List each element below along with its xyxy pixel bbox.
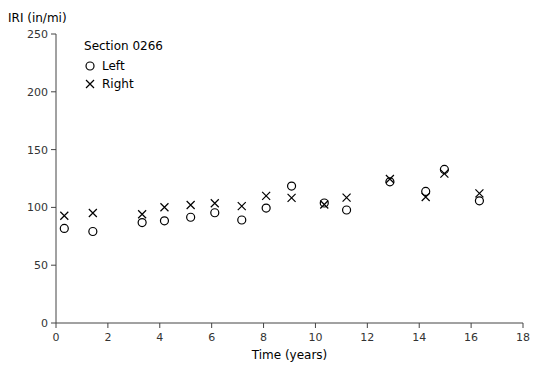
point	[138, 219, 146, 227]
point	[160, 217, 168, 225]
y-tick	[51, 34, 56, 35]
point	[89, 209, 97, 217]
point	[262, 204, 270, 212]
y-tick-label: 150	[27, 144, 48, 157]
point	[320, 199, 328, 207]
y-tick-label: 0	[41, 317, 48, 330]
point	[320, 201, 328, 209]
x-tick-label: 8	[260, 331, 267, 344]
point	[60, 224, 68, 232]
x-axis-line	[56, 323, 523, 324]
point	[187, 213, 195, 221]
legend-label: Left	[102, 59, 125, 73]
x-tick	[315, 323, 316, 328]
x-tick	[263, 323, 264, 328]
plot-area	[60, 165, 483, 235]
x-tick-label: 10	[308, 331, 322, 344]
point	[475, 189, 483, 197]
x-axis-label: Time (years)	[251, 348, 328, 362]
legend-title: Section 0266	[84, 39, 163, 53]
y-axis-line	[56, 34, 57, 323]
y-tick	[51, 323, 56, 324]
y-tick	[51, 207, 56, 208]
legend: Section 0266 Left Right	[84, 39, 163, 91]
x-tick-label: 0	[53, 331, 60, 344]
y-tick-label: 50	[34, 259, 48, 272]
point	[211, 199, 219, 207]
point	[422, 193, 430, 201]
point	[440, 170, 448, 178]
x-tick-label: 6	[208, 331, 215, 344]
point	[160, 203, 168, 211]
x-tick	[471, 323, 472, 328]
x-tick	[523, 323, 524, 328]
legend-symbol	[86, 62, 94, 70]
x-tick-label: 16	[464, 331, 478, 344]
point	[475, 197, 483, 205]
x-tick-label: 14	[412, 331, 426, 344]
x-tick-label: 2	[104, 331, 111, 344]
point	[60, 212, 68, 220]
x-tick-label: 4	[156, 331, 163, 344]
y-tick-label: 100	[27, 201, 48, 214]
y-tick	[51, 91, 56, 92]
x-tick	[56, 323, 57, 328]
point	[343, 206, 351, 214]
series	[60, 165, 483, 235]
point	[386, 175, 394, 183]
point	[238, 202, 246, 210]
point	[187, 201, 195, 209]
y-tick-label: 200	[27, 86, 48, 99]
point	[89, 227, 97, 235]
x-tick-label: 18	[516, 331, 530, 344]
legend-label: Right	[102, 77, 134, 91]
x-tick	[211, 323, 212, 328]
point	[138, 210, 146, 218]
y-tick	[51, 265, 56, 266]
point	[343, 194, 351, 202]
point	[238, 216, 246, 224]
y-tick-label: 250	[27, 28, 48, 41]
x-tick-label: 12	[360, 331, 374, 344]
x-tick	[107, 323, 108, 328]
x-tick	[159, 323, 160, 328]
y-tick	[51, 149, 56, 150]
point	[440, 165, 448, 173]
point	[211, 209, 219, 217]
y-axis-label: IRI (in/mi)	[8, 11, 67, 25]
point	[288, 194, 296, 202]
chart: 0 2 4 6 8 10 12 14 16 18 0 50 100 150 200 250 Time (year…	[0, 0, 541, 369]
x-tick	[419, 323, 420, 328]
legend-symbol	[86, 80, 94, 88]
point	[262, 192, 270, 200]
series	[60, 170, 483, 220]
point	[288, 182, 296, 190]
x-tick	[367, 323, 368, 328]
